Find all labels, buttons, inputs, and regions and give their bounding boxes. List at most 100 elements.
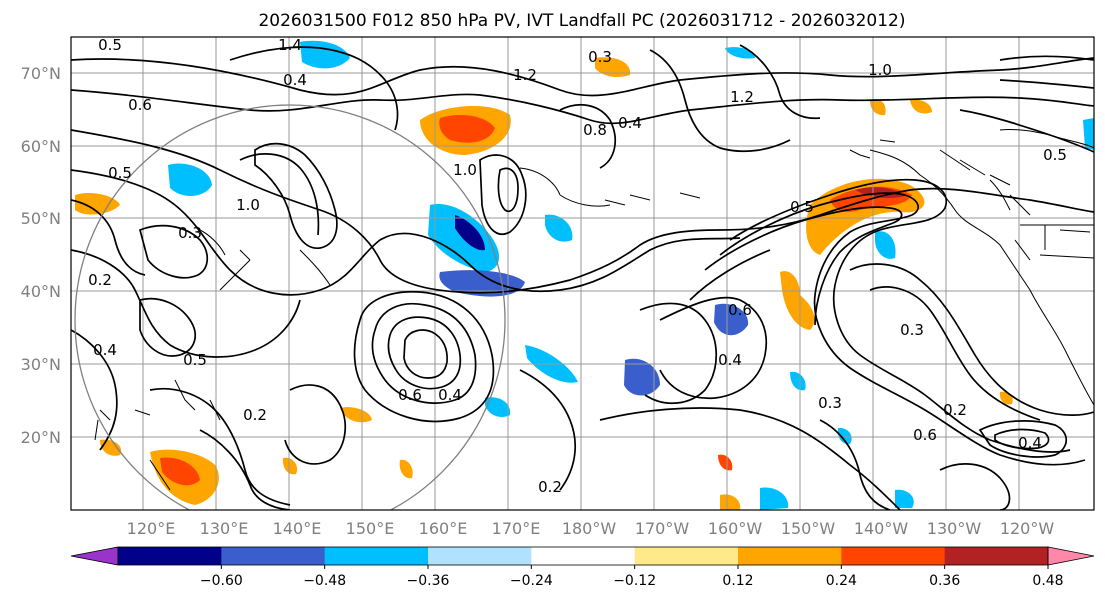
contour-label: 0.5 xyxy=(1043,146,1067,164)
colorbar-segment xyxy=(531,547,636,565)
longitude-label: 120°W xyxy=(1000,519,1055,538)
contour-label: 0.6 xyxy=(398,386,422,404)
contour-label: 0.2 xyxy=(243,406,267,424)
shade-positive xyxy=(720,494,741,510)
colorbar-segment xyxy=(944,547,1049,565)
shade-positive-core xyxy=(439,115,495,143)
contour-label: 0.6 xyxy=(128,96,152,114)
latitude-labels: 70°N 60°N 50°N 40°N 30°N 20°N xyxy=(21,64,61,447)
shade-negative xyxy=(545,214,573,242)
colorbar-tick-label: −0.12 xyxy=(613,573,656,589)
shade-positive xyxy=(780,271,815,330)
contour-label: 0.2 xyxy=(943,401,967,419)
colorbar-tick-label: 0.36 xyxy=(929,573,960,589)
contour-label: 0.4 xyxy=(93,341,117,359)
colorbar-tick-label: −0.60 xyxy=(200,573,243,589)
colorbar-segment xyxy=(221,547,326,565)
colorbar: −0.60 −0.48 −0.36 −0.24 −0.12 0.12 0.24 0.36 0.4… xyxy=(70,546,1095,589)
shade-negative xyxy=(837,427,852,445)
shade-positive xyxy=(282,457,298,475)
contour-label: 0.4 xyxy=(283,71,307,89)
map-background xyxy=(71,37,1094,510)
contour-label: 0.3 xyxy=(588,48,612,66)
longitude-label: 160°W xyxy=(708,519,763,538)
shade-positive xyxy=(718,454,733,471)
latitude-label: 70°N xyxy=(21,64,61,83)
colorbar-segment xyxy=(634,547,739,565)
pv-contours xyxy=(71,44,1094,510)
shade-negative xyxy=(439,270,525,297)
contour-label: 0.4 xyxy=(1018,434,1042,452)
contour-label: 0.5 xyxy=(183,351,207,369)
shade-negative xyxy=(624,358,660,396)
contour-label: 1.2 xyxy=(513,66,537,84)
contour-label: 0.6 xyxy=(913,426,937,444)
contour-label: 1.0 xyxy=(236,196,260,214)
contour-labels: 0.5 1.4 0.4 0.3 1.2 0.6 0.8 1.0 0.5 0.3 0.4 0.2 0.5 0… xyxy=(88,36,1067,496)
colorbar-tick-label: 0.48 xyxy=(1032,573,1063,589)
contour-label: 0.4 xyxy=(618,114,642,132)
contour-label: 0.4 xyxy=(438,386,462,404)
shade-positive xyxy=(75,193,120,215)
colorbar-segment xyxy=(738,547,842,565)
contour-label: 0.8 xyxy=(583,121,607,139)
contour-label: 1.0 xyxy=(453,161,477,179)
shade-negative xyxy=(760,487,789,510)
longitude-label: 130°E xyxy=(200,519,249,538)
contour-label: 1.4 xyxy=(278,36,302,54)
contour-label: 0.3 xyxy=(818,394,842,412)
shade-negative xyxy=(790,371,806,391)
colorbar-segment xyxy=(841,547,946,565)
landfall-circle xyxy=(74,104,506,510)
shade-positive xyxy=(595,57,631,78)
colorbar-frame xyxy=(117,546,1049,566)
contour-label: 1.0 xyxy=(868,61,892,79)
pv-shading xyxy=(75,40,1094,510)
longitude-label: 170°E xyxy=(492,519,541,538)
colorbar-segment xyxy=(324,547,429,565)
contour-label: 0.5 xyxy=(98,36,122,54)
contour-label: 0.6 xyxy=(728,301,752,319)
longitude-label: 150°W xyxy=(781,519,836,538)
shade-negative xyxy=(895,489,914,508)
figure-title: 2026031500 F012 850 hPa PV, IVT Landfall… xyxy=(258,11,905,31)
longitude-label: 140°W xyxy=(854,519,909,538)
colorbar-extend-high xyxy=(1047,546,1095,566)
contour-label: 0.5 xyxy=(108,164,132,182)
longitude-label: 130°W xyxy=(927,519,982,538)
shade-negative-core xyxy=(455,215,485,251)
contour-label: 0.4 xyxy=(718,351,742,369)
colorbar-tick-label: −0.36 xyxy=(407,573,450,589)
colorbar-segment xyxy=(428,547,532,565)
shade-negative xyxy=(714,303,749,336)
contour-label: 0.3 xyxy=(178,224,202,242)
longitude-labels: 120°E 130°E 140°E 150°E 160°E 170°E 180°W 170°W… xyxy=(127,519,1055,538)
contour-label: 0.5 xyxy=(790,198,814,216)
contour-label: 0.2 xyxy=(88,271,112,289)
shade-positive-core xyxy=(160,457,200,486)
contour-label: 0.3 xyxy=(900,321,924,339)
longitude-label: 140°E xyxy=(273,519,322,538)
colorbar-segment xyxy=(118,547,222,565)
longitude-label: 120°E xyxy=(127,519,176,538)
shade-negative xyxy=(485,397,511,417)
longitude-label: 170°W xyxy=(635,519,690,538)
longitude-label: 180°W xyxy=(562,519,617,538)
colorbar-tick-label: −0.24 xyxy=(510,573,553,589)
longitude-label: 160°E xyxy=(419,519,468,538)
colorbar-tick-label: 0.24 xyxy=(826,573,857,589)
contour-label: 0.2 xyxy=(538,478,562,496)
latitude-label: 50°N xyxy=(21,209,61,228)
shade-positive xyxy=(910,99,932,114)
shade-negative xyxy=(1083,118,1094,150)
graticule xyxy=(71,37,1094,510)
latitude-label: 20°N xyxy=(21,428,61,447)
map-frame xyxy=(70,36,1095,511)
longitude-label: 150°E xyxy=(346,519,395,538)
latitude-label: 30°N xyxy=(21,355,61,374)
colorbar-tick-label: −0.48 xyxy=(303,573,346,589)
shade-positive xyxy=(870,98,886,116)
colorbar-tick-label: 0.12 xyxy=(722,573,753,589)
latitude-label: 60°N xyxy=(21,137,61,156)
